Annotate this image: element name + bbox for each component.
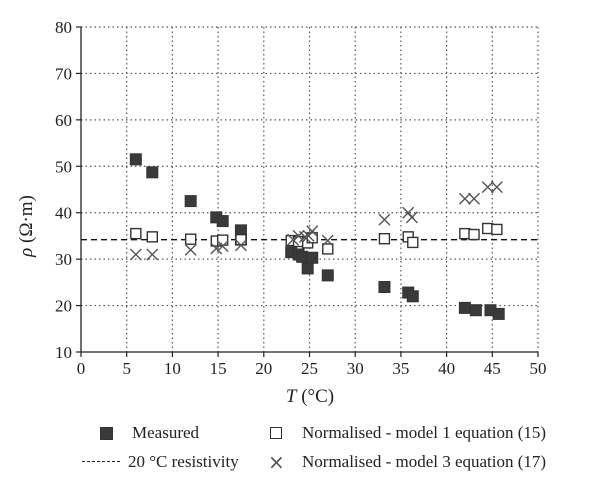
model1-point — [407, 236, 419, 249]
measured-point — [469, 304, 482, 317]
series-filled-square — [129, 153, 505, 320]
measured-point — [129, 153, 142, 166]
model3-point-stroke — [458, 192, 471, 205]
measured-point — [458, 301, 471, 314]
model1-point — [146, 231, 158, 243]
x-tick-label: 10 — [164, 359, 181, 378]
axes — [76, 26, 539, 357]
model3-point-stroke — [306, 225, 319, 238]
y-tick-label: 40 — [55, 204, 72, 223]
model3-point-stroke — [468, 192, 481, 205]
model1-point — [378, 233, 391, 245]
model3-point — [210, 242, 223, 255]
x-tick-label: 35 — [392, 359, 409, 378]
model3-point-stroke — [184, 243, 197, 256]
y-axis-symbol: ρ — [16, 248, 37, 258]
model3-point-stroke — [216, 240, 229, 253]
model3-point — [378, 213, 391, 226]
x-tick-label: 20 — [255, 359, 272, 378]
model3-point-stroke — [234, 239, 247, 252]
measured-point — [306, 251, 319, 264]
grid-lines — [81, 26, 539, 352]
model3-point — [287, 233, 300, 246]
y-tick-label: 50 — [55, 157, 72, 176]
model3-point-stroke — [146, 248, 159, 261]
measured-point — [184, 195, 197, 208]
y-tick-label: 60 — [55, 111, 72, 130]
model3-point-stroke — [321, 234, 334, 247]
model3-point — [321, 234, 334, 247]
x-axis-label: T (°C) — [286, 386, 334, 407]
measured-point — [216, 215, 229, 228]
series-x — [129, 181, 503, 261]
data-points — [129, 153, 505, 320]
y-tick-label: 30 — [55, 250, 72, 269]
model3-point — [184, 243, 197, 256]
model3-point-stroke — [481, 181, 494, 194]
y-tick-label: 70 — [55, 64, 72, 83]
measured-point — [321, 269, 334, 282]
model3-point — [405, 211, 418, 224]
measured-point — [378, 281, 391, 293]
measured-point — [492, 307, 505, 320]
x-tick-label: 30 — [347, 359, 364, 378]
measured-point — [296, 250, 309, 263]
model1-point — [130, 227, 142, 240]
x-tick-label: 5 — [122, 359, 131, 378]
x-axis-symbol: T — [286, 386, 298, 407]
model1-point — [216, 234, 229, 246]
x-tick-label: 0 — [77, 359, 86, 378]
series-open-square — [130, 222, 503, 255]
model3-point — [468, 192, 481, 205]
model1-point — [184, 233, 197, 245]
model1-point — [468, 228, 480, 241]
y-tick-label: 80 — [55, 18, 72, 37]
model3-point — [129, 248, 142, 261]
y-axis-label: ρ (Ω·m) — [16, 195, 37, 258]
measured-point — [301, 262, 314, 275]
model3-point-stroke — [210, 242, 223, 255]
model3-point — [146, 248, 159, 261]
measured-point — [406, 290, 419, 303]
model3-point-stroke — [287, 233, 300, 246]
x-tick-label: 45 — [484, 359, 501, 378]
model3-point-stroke — [405, 211, 418, 224]
model3-point — [458, 192, 471, 205]
model3-point — [490, 181, 503, 194]
model3-point — [216, 240, 229, 253]
model3-point — [298, 230, 311, 243]
model3-point-stroke — [292, 229, 305, 242]
model3-point — [481, 181, 494, 194]
model3-point-stroke — [129, 248, 142, 261]
model3-point-stroke — [298, 230, 311, 243]
model1-point — [235, 233, 247, 246]
y-tick-label: 20 — [55, 297, 72, 316]
x-axis-unit: (°C) — [296, 386, 334, 407]
x-tick-label: 50 — [530, 359, 547, 378]
y-axis-unit: (Ω·m) — [16, 195, 37, 248]
model3-point — [234, 239, 247, 252]
measured-point — [146, 166, 159, 179]
x-tick-label: 40 — [438, 359, 455, 378]
model3-point-stroke — [490, 181, 503, 194]
model3-point-stroke — [378, 213, 391, 226]
x-tick-label: 15 — [210, 359, 227, 378]
model3-point — [306, 225, 319, 238]
model1-point — [491, 223, 503, 236]
tick-labels: 0 5 10 15 20 25 30 35 40 45 50 10 20 30 40 50 60 70 80 — [55, 18, 547, 378]
y-tick-label: 10 — [55, 343, 72, 362]
model1-point — [322, 243, 334, 255]
x-tick-label: 25 — [301, 359, 318, 378]
